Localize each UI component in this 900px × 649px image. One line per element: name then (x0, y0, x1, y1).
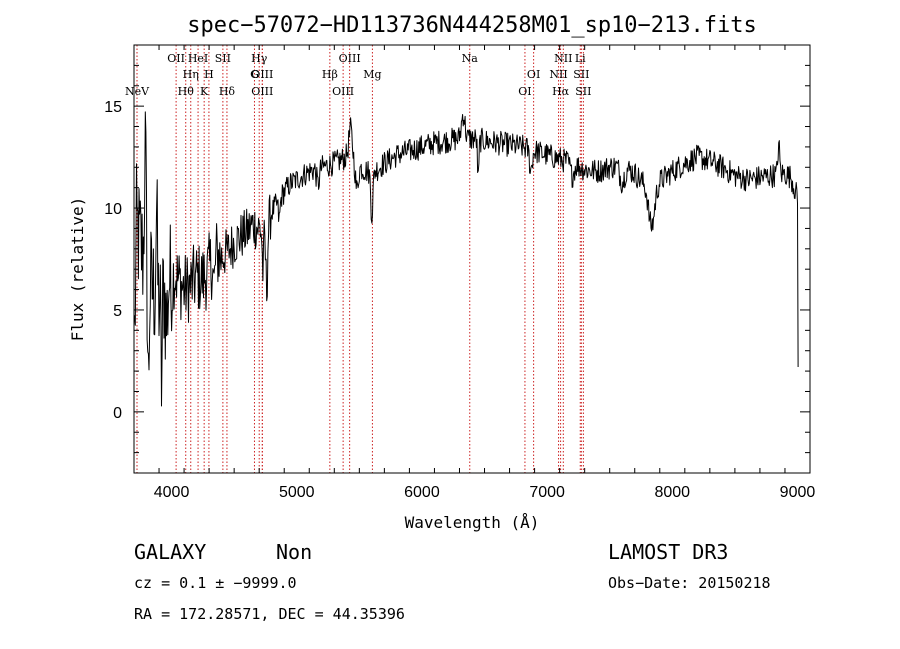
coordinates-text: RA = 172.28571, DEC = 44.35396 (134, 605, 405, 623)
y-tick-label: 10 (104, 201, 122, 218)
spectral-line-label: Na (462, 52, 479, 65)
chart-title: spec−57072−HD113736N444258M01_sp10−213.f… (187, 13, 757, 38)
x-tick-label: 8000 (654, 484, 690, 501)
object-subclass-text: Non (276, 540, 312, 564)
spectral-line-label: Hη (183, 68, 199, 81)
spectral-line-label: OII (167, 52, 185, 65)
spectral-line-label: G (250, 68, 259, 81)
survey-name-text: LAMOST DR3 (608, 540, 728, 564)
spectral-line-label: SII (575, 85, 591, 98)
spectral-line-label: NII (549, 68, 567, 81)
spectral-line-label: NII (554, 52, 572, 65)
spectrum-series-line (134, 111, 799, 407)
spectral-line-label: Hγ (251, 52, 268, 65)
spectral-line-markers (136, 45, 584, 473)
spectral-line-label: SII (215, 52, 231, 65)
spectral-line-label: H (204, 68, 214, 81)
observation-date-text: Obs−Date: 20150218 (608, 574, 771, 592)
y-axis-ticks: 0 5 10 15 (104, 44, 810, 454)
spectral-line-labels: NeVOIIOIIIHθHηHeIKHSIIHδHγGOIIIOIIIHβOII… (125, 52, 592, 98)
x-tick-label: 4000 (154, 484, 190, 501)
spectral-line-label: Hδ (219, 85, 236, 98)
plot-frame (133, 44, 811, 474)
spectral-line-label: Hθ (178, 85, 195, 98)
y-tick-label: 5 (113, 303, 122, 320)
x-tick-label: 6000 (404, 484, 440, 501)
x-axis-ticks: 4000 5000 6000 7000 8000 9000 (133, 45, 816, 501)
object-class-text: GALAXY (134, 540, 206, 564)
x-axis-label: Wavelength (Å) (405, 513, 540, 532)
redshift-text: cz = 0.1 ± −9999.0 (134, 574, 297, 592)
y-tick-label: 0 (113, 405, 122, 422)
y-axis-label: Flux (relative) (68, 197, 87, 342)
spectral-line-label: SII (573, 68, 589, 81)
spectral-line-label: Hα (552, 85, 570, 98)
x-tick-label: 7000 (529, 484, 565, 501)
x-tick-label: 5000 (279, 484, 315, 501)
spectral-line-label: NeV (125, 85, 150, 98)
spectral-line-label: HeI (188, 52, 208, 65)
spectral-line-label: OIII (251, 68, 273, 81)
spectral-line-label: OIII (339, 52, 361, 65)
spectral-line-label: OIII (251, 85, 273, 98)
spectral-line-label: OI (527, 68, 540, 81)
spectral-line-label: Hβ (322, 68, 338, 81)
spectral-line-label: OI (518, 85, 531, 98)
spectral-line-label: Li (575, 52, 586, 65)
spectral-line-label: K (200, 85, 209, 98)
y-tick-label: 15 (104, 99, 122, 116)
x-tick-label: 9000 (780, 484, 816, 501)
spectral-line-label: Mg (363, 68, 381, 81)
spectral-line-label: OIII (332, 85, 354, 98)
